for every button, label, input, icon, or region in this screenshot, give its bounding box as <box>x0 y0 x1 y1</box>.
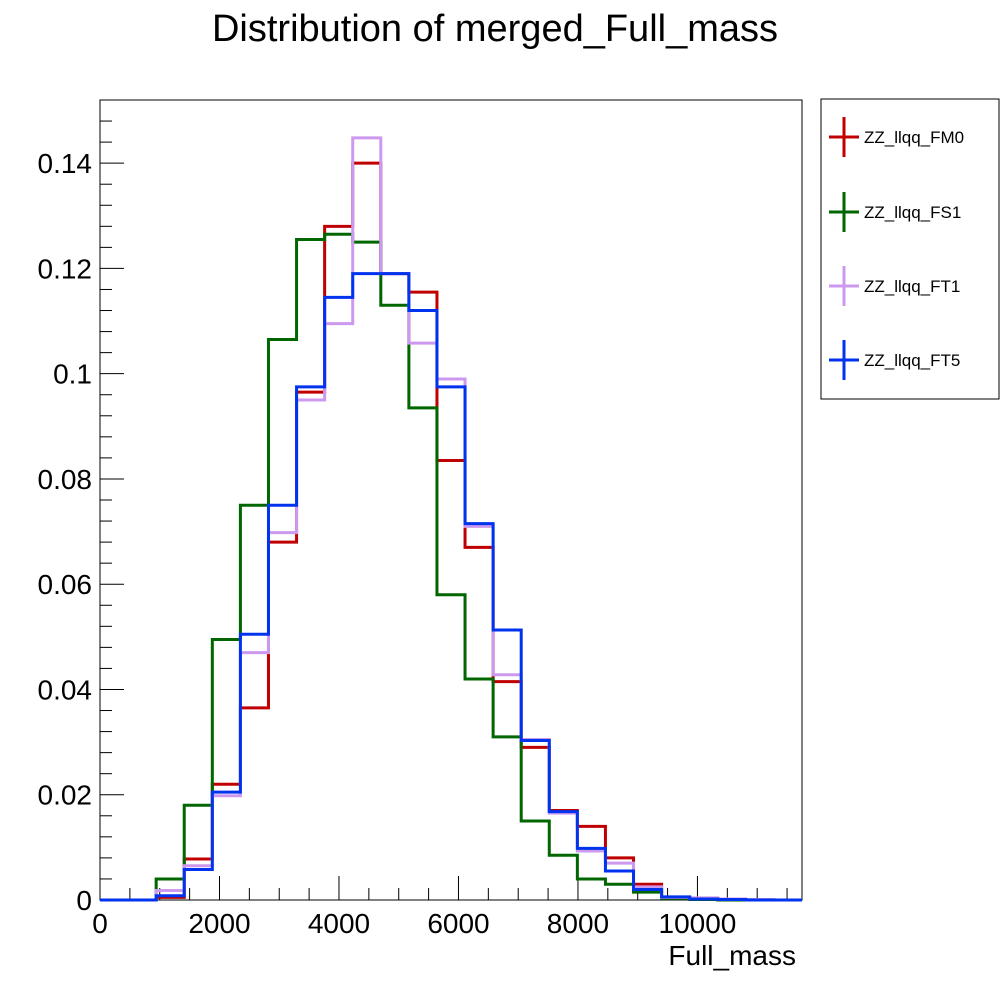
x-tick-label: 10000 <box>659 908 737 939</box>
legend-label: ZZ_llqq_FT5 <box>864 351 960 370</box>
series-lines <box>100 136 802 902</box>
legend-label: ZZ_llqq_FS1 <box>864 203 961 222</box>
y-tick-label: 0.04 <box>38 674 93 705</box>
legend-entry: ZZ_llqq_FS1 <box>829 192 961 232</box>
legend-label: ZZ_llqq_FM0 <box>864 128 964 147</box>
y-tick-label: 0.02 <box>38 780 93 811</box>
x-tick-label: 8000 <box>547 908 609 939</box>
series-line-ZZ_llqq_FT5 <box>100 272 802 902</box>
y-tick-label: 0.14 <box>38 148 93 179</box>
legend-entry: ZZ_llqq_FT1 <box>829 266 960 306</box>
y-tick-label: 0 <box>76 885 92 916</box>
legend-box <box>820 98 1000 400</box>
plot-frame <box>99 99 803 901</box>
series-line-ZZ_llqq_FM0 <box>100 161 802 902</box>
axis-labels: Full_mass <box>668 940 796 971</box>
y-tick-label: 0.06 <box>38 569 93 600</box>
series-line-ZZ_llqq_FS1 <box>100 232 802 902</box>
plot-area-border <box>99 99 803 901</box>
axis-ticks: 0 0.02 0.04 0.06 0.08 0.1 0.12 0.14 0 2000 4000 600… <box>38 99 788 939</box>
legend: ZZ_llqq_FM0 ZZ_llqq_FS1 ZZ_llqq_FT1 ZZ_llqq… <box>820 98 1000 400</box>
series-line-ZZ_llqq_FT1 <box>100 136 802 902</box>
legend-entry: ZZ_llqq_FT5 <box>829 340 960 380</box>
x-axis-label: Full_mass <box>668 940 796 971</box>
legend-label: ZZ_llqq_FT1 <box>864 277 960 296</box>
x-tick-label: 4000 <box>308 908 370 939</box>
y-tick-label: 0.12 <box>38 253 93 284</box>
x-tick-label: 2000 <box>188 908 250 939</box>
y-tick-label: 0.08 <box>38 464 93 495</box>
x-tick-label: 6000 <box>427 908 489 939</box>
legend-entry: ZZ_llqq_FM0 <box>829 117 964 157</box>
chart-title: Distribution of merged_Full_mass <box>211 8 778 50</box>
x-tick-label: 0 <box>92 908 108 939</box>
y-tick-label: 0.1 <box>53 359 92 390</box>
